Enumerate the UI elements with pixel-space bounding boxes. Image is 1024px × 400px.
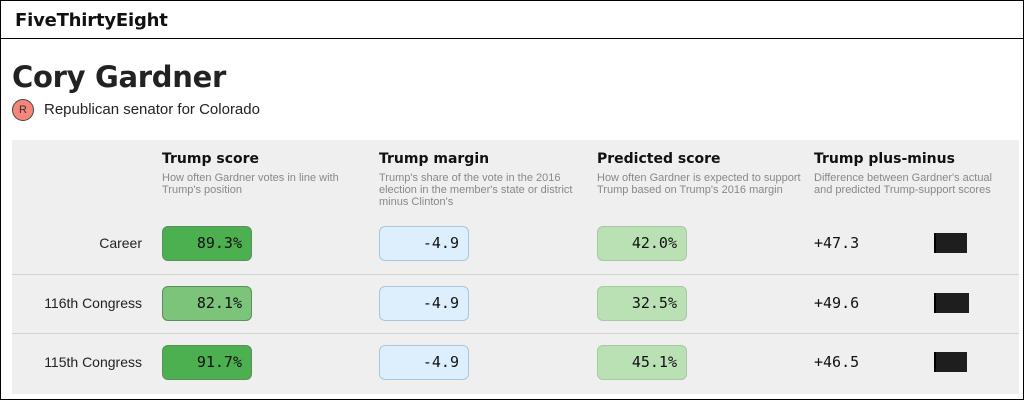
site-logo[interactable]: FiveThirtyEight bbox=[15, 10, 168, 31]
column-header-trump-score: Trump score How often Gardner votes in l… bbox=[162, 151, 367, 196]
column-description: Difference between Gardner's actual and … bbox=[814, 172, 992, 196]
trump-score-cell: 82.1% bbox=[162, 286, 252, 321]
table-row: 115th Congress 91.7% -4.9 45.1% +46.5 bbox=[12, 333, 1019, 391]
trump-margin-cell: -4.9 bbox=[379, 226, 469, 261]
trump-margin-cell: -4.9 bbox=[379, 345, 469, 380]
trump-score-cell: 89.3% bbox=[162, 226, 252, 261]
row-label: 116th Congress bbox=[44, 295, 142, 311]
row-label: 115th Congress bbox=[44, 354, 142, 370]
table-row: 116th Congress 82.1% -4.9 32.5% +49.6 bbox=[12, 274, 1019, 332]
member-description: Republican senator for Colorado bbox=[44, 101, 260, 118]
trump-score-cell: 91.7% bbox=[162, 345, 252, 380]
column-title: Trump score bbox=[162, 151, 260, 167]
column-header-trump-margin: Trump margin Trump's share of the vote i… bbox=[379, 151, 584, 208]
column-title: Trump plus-minus bbox=[814, 151, 955, 167]
plus-minus-bar bbox=[934, 352, 967, 372]
column-description: How often Gardner votes in line with Tru… bbox=[162, 172, 339, 196]
trump-margin-cell: -4.9 bbox=[379, 286, 469, 321]
column-title: Predicted score bbox=[597, 151, 721, 167]
column-title: Trump margin bbox=[379, 151, 490, 167]
predicted-score-cell: 32.5% bbox=[597, 286, 687, 321]
row-label: Career bbox=[99, 235, 142, 251]
column-header-trump-plus-minus: Trump plus-minus Difference between Gard… bbox=[814, 151, 1004, 196]
column-description: Trump's share of the vote in the 2016 el… bbox=[379, 172, 573, 208]
column-header-predicted-score: Predicted score How often Gardner is exp… bbox=[597, 151, 802, 196]
party-badge: R bbox=[12, 99, 34, 121]
plus-minus-bar bbox=[934, 293, 969, 313]
predicted-score-cell: 42.0% bbox=[597, 226, 687, 261]
plus-minus-value: +47.3 bbox=[814, 234, 860, 252]
plus-minus-bar bbox=[934, 233, 968, 253]
plus-minus-value: +49.6 bbox=[814, 294, 860, 312]
member-name: Cory Gardner bbox=[12, 60, 226, 94]
table-row: Career 89.3% -4.9 42.0% +47.3 bbox=[12, 215, 1019, 273]
predicted-score-cell: 45.1% bbox=[597, 345, 687, 380]
plus-minus-value: +46.5 bbox=[814, 353, 860, 371]
column-description: How often Gardner is expected to support… bbox=[597, 172, 801, 196]
site-header: FiveThirtyEight bbox=[1, 1, 1023, 39]
